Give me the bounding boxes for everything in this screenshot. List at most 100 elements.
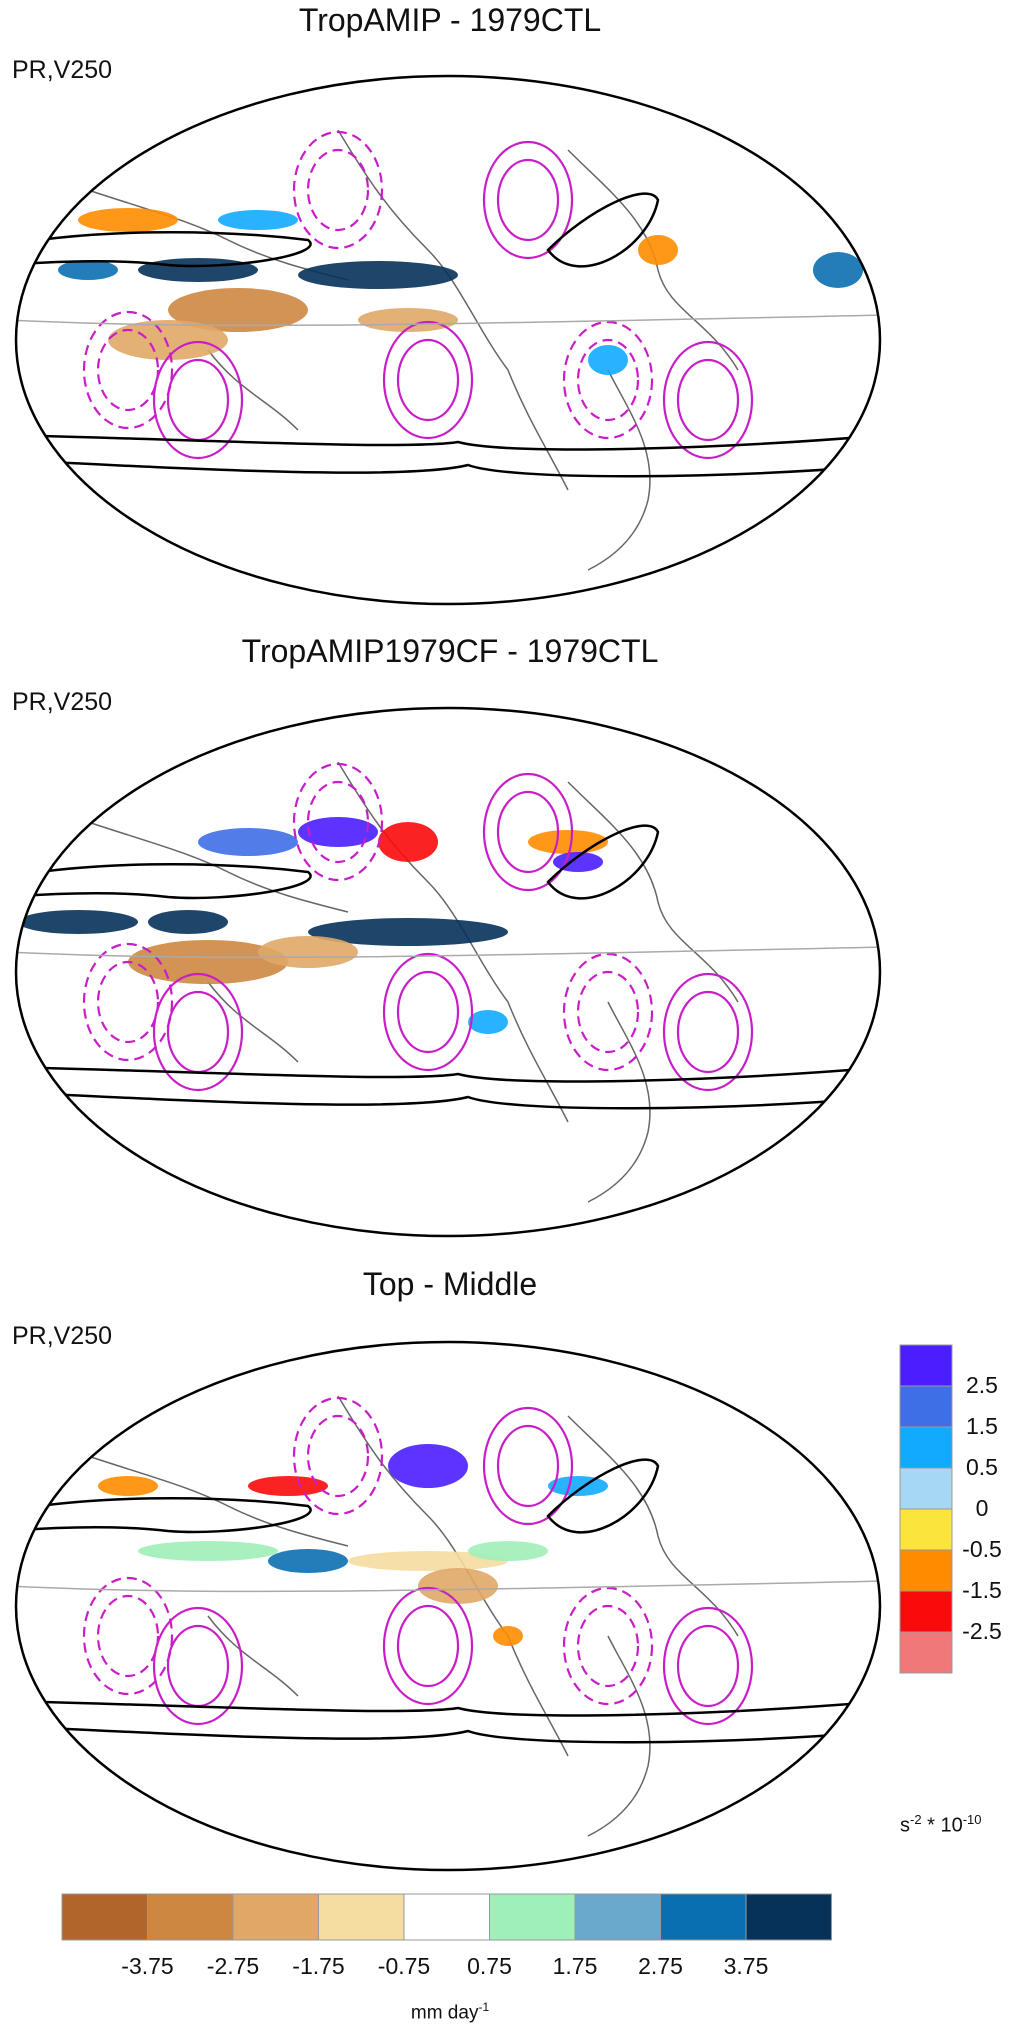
panel-subtitle: PR,V250 bbox=[12, 688, 113, 716]
v250-contour bbox=[292, 1396, 384, 1516]
colorbar-tick-label: -1.75 bbox=[292, 1953, 344, 1979]
coastline bbox=[587, 1635, 651, 1837]
v250-contour bbox=[396, 1604, 460, 1688]
v250-contour bbox=[496, 1424, 560, 1508]
shading-region bbox=[308, 918, 508, 946]
colorbar-swatch bbox=[745, 1893, 832, 1941]
precip-colorbar-unit: mm day-1 bbox=[410, 2000, 490, 2024]
boundary-line bbox=[16, 314, 880, 327]
shading-region bbox=[78, 208, 178, 232]
shading-region bbox=[638, 235, 678, 265]
shading-region bbox=[218, 210, 298, 230]
v250-contour bbox=[382, 320, 474, 440]
shading-region bbox=[378, 822, 438, 862]
colorbar-swatch bbox=[899, 1426, 953, 1469]
colorbar-tick-label: 0 bbox=[976, 1495, 989, 1521]
v250-contour bbox=[662, 340, 754, 460]
colorbar-swatch bbox=[489, 1893, 576, 1941]
colorbar-tick-label: 2.5 bbox=[966, 1372, 998, 1398]
v250-contour bbox=[166, 990, 230, 1074]
map-outline bbox=[14, 74, 882, 606]
v250-contour bbox=[382, 952, 474, 1072]
v250-contour bbox=[562, 320, 654, 440]
jet-contour bbox=[546, 192, 660, 268]
v250-contour bbox=[166, 358, 230, 442]
shading-region bbox=[58, 260, 118, 280]
jet-contour bbox=[546, 824, 660, 900]
shading-region bbox=[493, 1626, 523, 1646]
colorbar-tick-label: 0.5 bbox=[966, 1454, 998, 1480]
shading-region bbox=[258, 936, 358, 968]
map-panel-3 bbox=[14, 1340, 882, 1872]
shading-region bbox=[138, 258, 258, 282]
v250-contour bbox=[306, 148, 370, 232]
coastline bbox=[567, 781, 739, 1003]
v250-contour bbox=[676, 990, 740, 1074]
v250-contour bbox=[496, 158, 560, 242]
colorbar-swatch bbox=[147, 1893, 234, 1941]
shading-region bbox=[148, 910, 228, 934]
v250-contour bbox=[676, 358, 740, 442]
shading-region bbox=[248, 1476, 328, 1496]
colorbar-swatch bbox=[61, 1893, 148, 1941]
shading-region bbox=[18, 910, 138, 934]
coastline bbox=[587, 369, 651, 571]
shading-region bbox=[268, 1549, 348, 1573]
jet-contour bbox=[16, 1065, 880, 1083]
panel-title: Top - Middle bbox=[362, 1266, 538, 1302]
shading-region bbox=[298, 817, 378, 847]
v250-contour bbox=[166, 1624, 230, 1708]
shading-region bbox=[588, 345, 628, 375]
panel-subtitle: PR,V250 bbox=[12, 1322, 113, 1350]
colorbar-swatch bbox=[899, 1385, 953, 1428]
colorbar-tick-label: -0.5 bbox=[962, 1536, 1002, 1562]
v250-contour bbox=[306, 780, 370, 864]
v250-contour bbox=[482, 1406, 574, 1526]
v250-contour bbox=[562, 952, 654, 1072]
map-panel-2 bbox=[14, 706, 882, 1238]
v250-contour bbox=[482, 140, 574, 260]
v250-contour bbox=[562, 1586, 654, 1706]
panel-title: TropAMIP - 1979CTL bbox=[298, 2, 602, 38]
v250-contour bbox=[576, 1604, 640, 1688]
colorbar-tick-label: 1.5 bbox=[966, 1413, 998, 1439]
jet-contour bbox=[16, 1496, 312, 1534]
shading-region bbox=[98, 1476, 158, 1496]
colorbar-swatch bbox=[899, 1508, 953, 1551]
v250-contour bbox=[676, 1624, 740, 1708]
shading-region bbox=[468, 1010, 508, 1034]
jet-contour bbox=[16, 1724, 880, 1744]
v250-contour bbox=[82, 1576, 174, 1696]
coastline bbox=[207, 349, 299, 431]
v250-contour bbox=[292, 130, 384, 250]
jet-contour bbox=[16, 458, 880, 478]
coastline bbox=[337, 129, 569, 491]
colorbar-swatch bbox=[574, 1893, 661, 1941]
shading-region bbox=[108, 320, 228, 360]
coastline bbox=[207, 981, 299, 1063]
coastline bbox=[87, 821, 349, 913]
shading-region bbox=[468, 1541, 548, 1561]
colorbar-swatch bbox=[660, 1893, 747, 1941]
v250-contour bbox=[152, 1606, 244, 1726]
v250-contour bbox=[152, 972, 244, 1092]
map-contents bbox=[16, 1395, 880, 1837]
coastline bbox=[587, 1001, 651, 1203]
shading-region bbox=[813, 252, 863, 288]
v250-contour bbox=[496, 790, 560, 874]
v250-contour bbox=[292, 762, 384, 882]
v250-contour bbox=[576, 338, 640, 422]
jet-contour bbox=[16, 230, 312, 268]
colorbar-swatch bbox=[899, 1344, 953, 1387]
colorbar-tick-label: -3.75 bbox=[121, 1953, 173, 1979]
colorbar-tick-label: 0.75 bbox=[467, 1953, 512, 1979]
colorbar-swatch bbox=[318, 1893, 405, 1941]
colorbar-tick-label: 2.75 bbox=[638, 1953, 683, 1979]
colorbar-tick-label: -1.5 bbox=[962, 1577, 1002, 1603]
shading-region bbox=[528, 830, 608, 854]
v250-contour bbox=[96, 328, 160, 412]
vorticity-colorbar-unit: s-2 * 10-10 bbox=[900, 1812, 982, 1837]
colorbar-swatch bbox=[899, 1467, 953, 1510]
jet-contour bbox=[16, 862, 312, 900]
map-outline bbox=[14, 706, 882, 1238]
